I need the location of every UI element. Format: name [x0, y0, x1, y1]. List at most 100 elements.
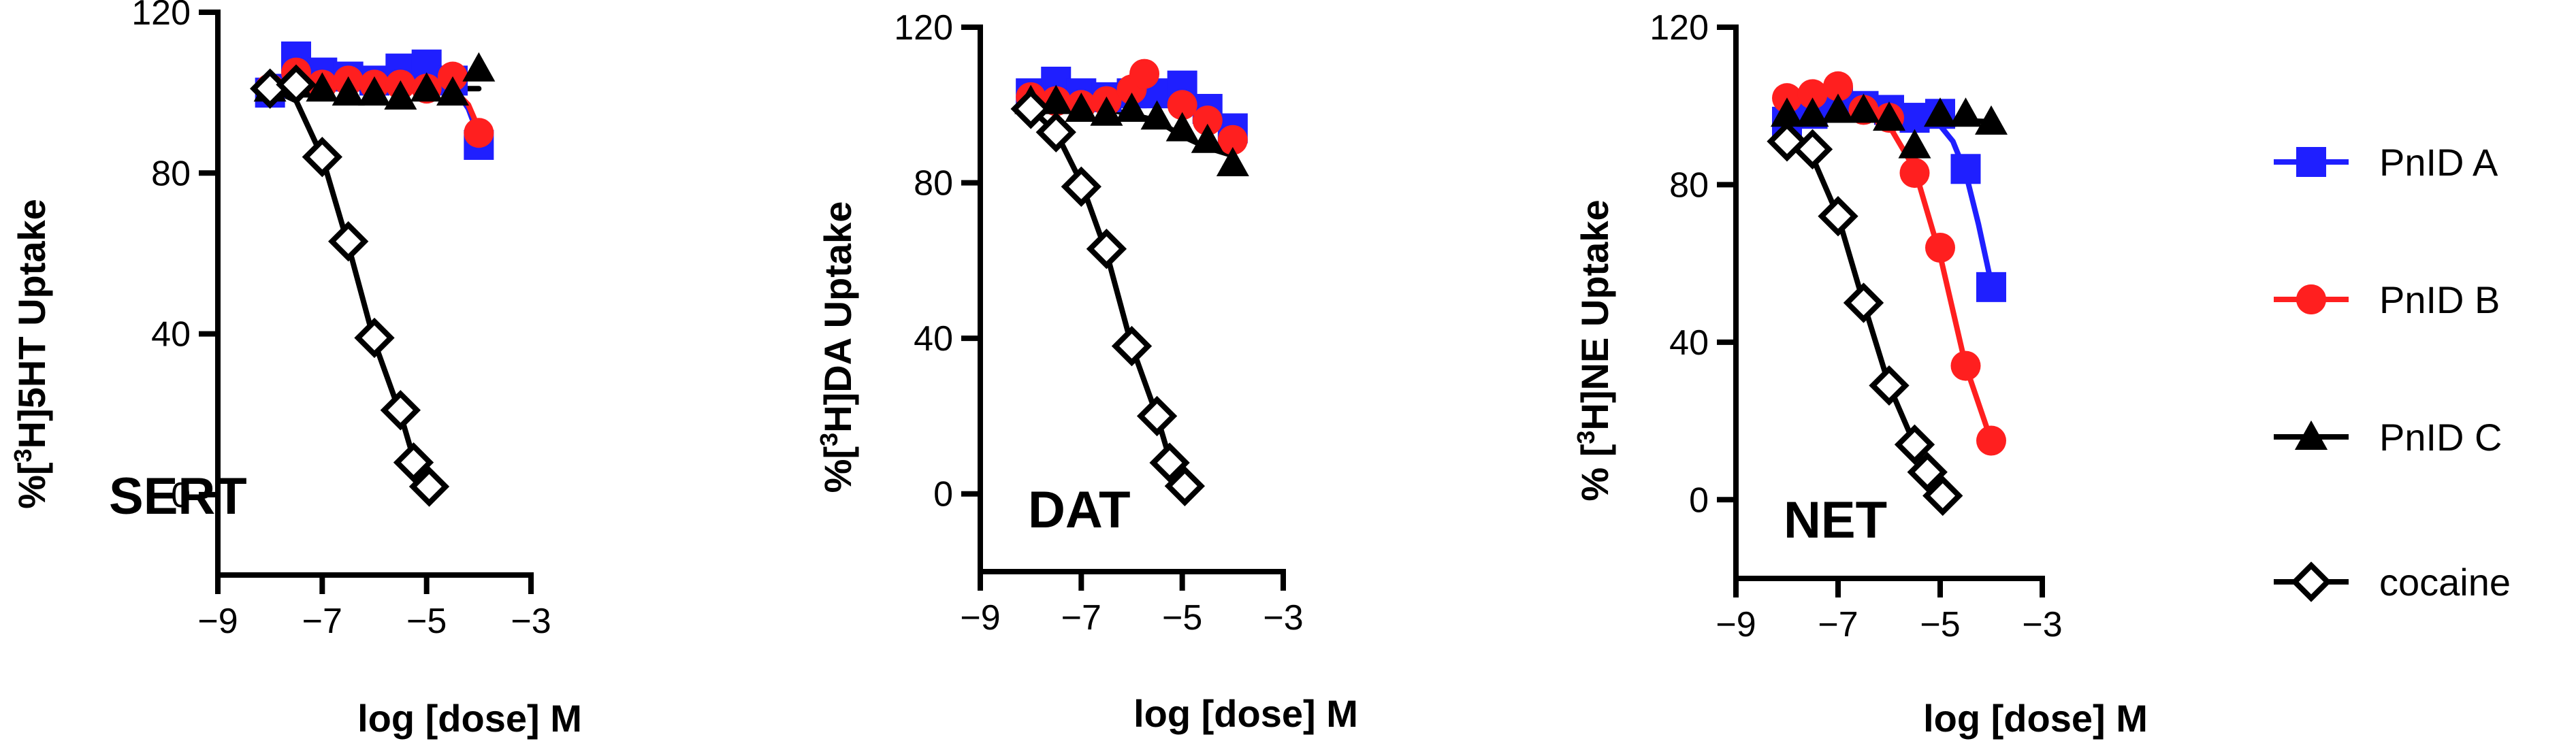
data-point-pnid-c-sert: [384, 80, 417, 110]
x-axis-label-net: log [dose] M: [1923, 697, 2148, 740]
data-point-cocaine-net: [1894, 424, 1935, 465]
data-point-pnid-b-dat: [1192, 105, 1223, 136]
data-point-pnid-c-net: [1796, 97, 1829, 127]
data-point-cocaine-dat: [1061, 166, 1101, 207]
data-point-cocaine-dat: [1086, 229, 1127, 269]
data-point-pnid-c-dat: [1140, 100, 1174, 130]
x-tick-label-dat: −5: [1162, 598, 1202, 638]
panel-label-dat: DAT: [1028, 481, 1131, 539]
legend-label-pnid-c: PnID C: [2379, 416, 2502, 459]
data-point-cocaine-dat: [1164, 465, 1206, 506]
data-point-pnid-c-dat: [1115, 93, 1148, 122]
y-tick-label-net: 40: [1669, 323, 1709, 363]
data-point-cocaine-sert: [408, 466, 450, 507]
panel-dat: DAT log [dose] M %[3H]DA Uptake −9 −7 −5 −3…: [815, 8, 1358, 735]
data-point-pnid-b-net: [1823, 71, 1853, 101]
x-tick-label-net: −7: [1818, 605, 1858, 644]
y-axis-label-net: % [3H]NE Uptake: [1572, 199, 1616, 501]
data-point-pnid-c-net: [1847, 93, 1880, 123]
data-point-pnid-a-net: [1899, 103, 1930, 133]
legend-marker-pnid-a: [2296, 147, 2326, 177]
data-point-pnid-c-sert: [436, 76, 469, 106]
x-tick-label-net: −3: [2022, 605, 2062, 644]
legend-marker-pnid-b: [2296, 284, 2326, 314]
data-point-cocaine-dat: [1035, 112, 1076, 152]
legend-label-pnid-b: PnID B: [2379, 278, 2500, 321]
data-point-cocaine-net: [1818, 196, 1858, 237]
data-point-cocaine-sert: [354, 317, 395, 359]
y-tick-label-net: 120: [1649, 8, 1709, 48]
data-point-pnid-c-sert: [358, 76, 391, 106]
data-point-cocaine-dat: [1149, 442, 1190, 483]
y-tick-label-sert: 120: [131, 0, 191, 33]
data-point-cocaine-sert: [393, 442, 434, 483]
data-point-pnid-c-net: [1822, 93, 1854, 123]
y-tick-label-sert: 40: [151, 315, 191, 355]
data-point-cocaine-net: [1907, 452, 1948, 493]
data-point-pnid-c-sert: [462, 52, 496, 82]
data-point-pnid-b-sert: [464, 118, 494, 148]
x-tick-label-dat: −3: [1263, 598, 1303, 638]
y-tick-label-dat: 80: [914, 164, 953, 203]
y-axis-label-dat: %[3H]DA Uptake: [815, 201, 859, 493]
legend-marker-pnid-c: [2295, 421, 2328, 450]
data-point-pnid-a-net: [1976, 272, 2006, 302]
data-point-pnid-c-dat: [1165, 112, 1199, 142]
y-tick-label-dat: 0: [933, 475, 953, 514]
data-point-pnid-c-net: [1924, 97, 1957, 127]
data-point-cocaine-sert: [302, 137, 342, 178]
y-tick-label-net: 0: [1689, 480, 1709, 520]
data-point-pnid-a-net: [1950, 154, 1981, 184]
data-point-pnid-b-dat: [1167, 90, 1197, 120]
x-tick-label-net: −5: [1920, 605, 1960, 644]
data-point-pnid-c-dat: [1216, 147, 1249, 176]
data-point-pnid-c-net: [1898, 129, 1931, 159]
panel-sert: SERT log [dose] M %[3H]5HT Uptake −9 −7 −5…: [9, 0, 582, 740]
x-tick-label-sert: −9: [197, 602, 238, 641]
data-point-pnid-b-dat: [1129, 59, 1160, 89]
x-tick-label-sert: −3: [511, 602, 551, 641]
data-point-pnid-b-net: [1899, 158, 1930, 188]
x-tick-label-sert: −5: [406, 602, 447, 641]
x-tick-label-dat: −9: [960, 598, 1000, 638]
panel-label-net: NET: [1784, 491, 1887, 549]
data-point-pnid-b-dat: [1217, 125, 1248, 155]
legend-label-cocaine: cocaine: [2379, 561, 2511, 604]
legend-marker-cocaine: [2291, 561, 2332, 602]
legend-label-pnid-a: PnID A: [2379, 141, 2498, 184]
y-tick-label-dat: 120: [894, 8, 953, 48]
panel-net: NET log [dose] M % [3H]NE Uptake −9 −7 −5 −…: [1572, 8, 2148, 740]
data-point-pnid-c-dat: [1065, 93, 1098, 122]
data-point-pnid-c-dat: [1191, 123, 1224, 153]
y-tick-label-net: 80: [1669, 165, 1709, 205]
data-point-pnid-c-net: [1771, 97, 1803, 127]
data-point-cocaine-sert: [380, 390, 421, 431]
data-point-pnid-c-net: [1873, 101, 1905, 131]
data-point-cocaine-net: [1869, 365, 1910, 406]
data-point-cocaine-net: [1843, 282, 1884, 323]
data-point-pnid-b-net: [1925, 233, 1955, 263]
x-tick-label-dat: −7: [1061, 598, 1101, 638]
data-point-pnid-c-sert: [410, 72, 443, 102]
data-point-cocaine-dat: [1111, 325, 1153, 367]
data-point-pnid-c-net: [1949, 97, 1982, 127]
data-point-pnid-c-sert: [306, 72, 339, 102]
x-axis-label-sert: log [dose] M: [357, 697, 582, 740]
data-point-pnid-b-net: [1976, 425, 2006, 456]
x-tick-label-sert: −7: [302, 602, 342, 641]
panel-label-sert: SERT: [109, 468, 247, 525]
data-point-cocaine-sert: [328, 221, 369, 262]
data-point-cocaine-sert: [276, 64, 317, 105]
data-point-cocaine-dat: [1010, 88, 1051, 129]
data-point-pnid-b-net: [1797, 79, 1828, 110]
data-point-cocaine-net: [1922, 475, 1963, 517]
y-axis-label-sert: %[3H]5HT Uptake: [9, 199, 53, 509]
data-point-pnid-c-dat: [1090, 96, 1123, 126]
data-point-pnid-b-net: [1950, 350, 1981, 381]
y-tick-label-sert: 80: [151, 154, 191, 193]
data-point-pnid-c-net: [1975, 105, 2008, 135]
data-point-cocaine-net: [1792, 129, 1833, 170]
legend: PnID A PnID B PnID C cocaine: [2274, 141, 2511, 604]
data-point-cocaine-dat: [1136, 395, 1178, 437]
